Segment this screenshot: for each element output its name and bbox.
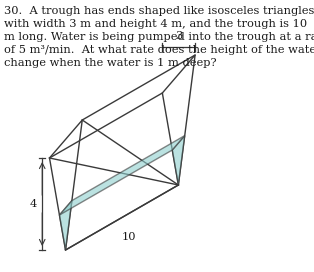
Text: 3: 3	[175, 31, 182, 41]
Text: 30.  A trough has ends shaped like isosceles triangles,: 30. A trough has ends shaped like isosce…	[4, 6, 314, 16]
Text: with width 3 m and height 4 m, and the trough is 10: with width 3 m and height 4 m, and the t…	[4, 19, 307, 29]
Polygon shape	[59, 201, 72, 250]
Text: 4: 4	[30, 199, 37, 209]
Polygon shape	[59, 136, 185, 215]
Polygon shape	[172, 136, 185, 185]
Text: change when the water is 1 m deep?: change when the water is 1 m deep?	[4, 58, 216, 68]
Text: 10: 10	[122, 231, 137, 242]
Text: m long. Water is being pumped into the trough at a rate: m long. Water is being pumped into the t…	[4, 32, 314, 42]
Text: of 5 m³/min.  At what rate does the height of the water: of 5 m³/min. At what rate does the heigh…	[4, 45, 314, 55]
